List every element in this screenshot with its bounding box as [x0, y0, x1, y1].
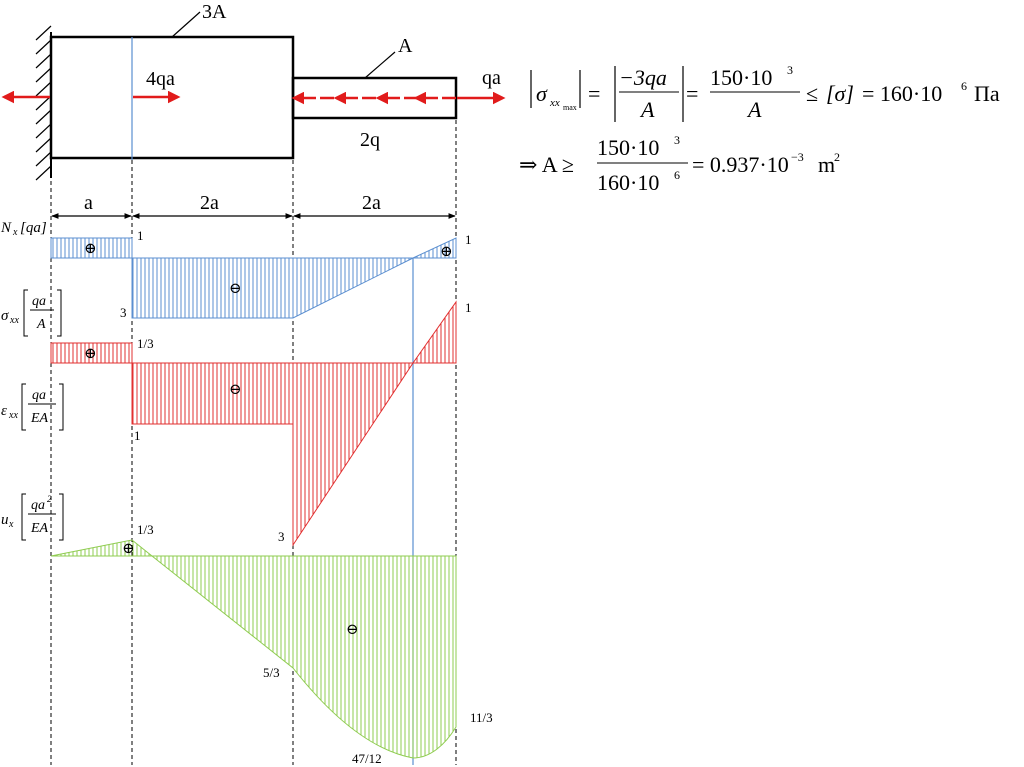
label-distributed-load: 2q [360, 129, 380, 151]
sigma-axis-sub: xx [9, 315, 19, 326]
f1-leq: ≤ [806, 81, 818, 106]
f1-value-exp: 6 [961, 79, 967, 93]
sigma-unit-den: A [36, 317, 46, 332]
f1-sub: xx [549, 97, 560, 109]
sigma-sign-minus: ⊖ [229, 382, 242, 398]
f2-unit-exp: 2 [834, 150, 840, 164]
f1-unit: Па [974, 81, 1000, 106]
fixed-wall-support [35, 25, 52, 181]
f1-bracket-sigma: [σ] [826, 81, 854, 106]
wall-hatch-line [35, 137, 52, 153]
f2-result-exp: −3 [791, 150, 804, 164]
nx-value-1-end: 1 [465, 232, 472, 247]
ux-value-5-3: 5/3 [263, 665, 280, 680]
wall-hatch-line [35, 67, 52, 83]
wall-hatch-line [35, 39, 52, 55]
f1-num-right: 150·10 [710, 65, 772, 90]
eps-unit-den: EA [30, 411, 49, 426]
f2-den: 160·10 [597, 170, 659, 195]
sigma-value-1-left: 1 [134, 428, 141, 443]
sigma-axis-label: σ [1, 308, 9, 324]
ux-axis-label: u [1, 512, 9, 528]
ux-value-1-3: 1/3 [137, 522, 154, 537]
sigma-value-1-right: 1 [465, 300, 472, 315]
wall-hatch-line [35, 25, 52, 41]
nx-positive-area-2 [412, 237, 457, 259]
diagram-strain-label: ε xx qa EA [1, 383, 64, 431]
eps-unit-num: qa [32, 388, 46, 403]
ux-axis-sub: x [8, 519, 14, 530]
sigma-positive-area-2 [412, 300, 457, 364]
sigma-value-1-3: 1/3 [137, 336, 154, 351]
f1-num-mid: −3qa [619, 65, 667, 90]
sigma-sign-plus: ⊕ [84, 346, 97, 362]
label-end-load: qa [482, 67, 501, 89]
wall-hatch-line [35, 53, 52, 69]
f1-den-mid: A [639, 97, 655, 122]
label-section-3a: 3A [202, 1, 227, 23]
ux-sign-plus: ⊕ [122, 541, 135, 557]
diagram-stress: σ xx qa A 1/3 1 3 1 ⊕ ⊖ [1, 289, 472, 547]
nx-unit: [qa] [20, 220, 47, 236]
dim-label-1: a [84, 192, 93, 214]
sigma-unit-num: qa [32, 294, 46, 309]
svg-text:=: = [686, 81, 698, 106]
f1-den-right: A [746, 97, 762, 122]
nx-axis-label: N [0, 220, 12, 236]
f1-sigma: σ [536, 81, 548, 106]
wall-hatch-line [35, 151, 52, 167]
wall-hatch-line [35, 165, 52, 181]
nx-value-3: 3 [120, 305, 127, 320]
wall-hatch-line [35, 123, 52, 139]
nx-value-1: 1 [137, 228, 144, 243]
dim-label-3: 2a [362, 192, 381, 214]
ux-value-47-12: 47/12 [352, 751, 382, 766]
sigma-negative-area [131, 362, 414, 547]
f2-num-exp: 3 [674, 133, 680, 147]
f1-num-right-exp: 3 [787, 63, 793, 77]
dim-label-2: 2a [200, 192, 219, 214]
sigma-value-3: 3 [278, 529, 285, 544]
f1-equals-value: = 160·10 [862, 81, 942, 106]
f2-unit: m [818, 152, 835, 177]
ux-positive-area [50, 539, 154, 557]
ux-sign-minus: ⊖ [346, 622, 359, 638]
f2-result: = 0.937·10 [692, 152, 789, 177]
svg-text:=: = [588, 81, 600, 106]
formula-area-result: ⇒ A ≥ 150·10 3 160·10 6 = 0.937·10 −3 m … [519, 133, 840, 195]
leader-line-a [364, 51, 396, 79]
label-section-a: A [398, 35, 413, 57]
label-point-load: 4qa [146, 68, 175, 90]
dimension-row: a 2a 2a [51, 192, 456, 219]
nx-axis-sub: x [12, 227, 18, 238]
ux-negative-area [150, 555, 457, 759]
nx-sign-minus: ⊖ [229, 281, 242, 297]
ux-unit-num-exp: 2 [47, 494, 52, 504]
nx-sign-plus-2: ⊕ [440, 244, 453, 260]
wall-hatch-line [35, 81, 52, 97]
nx-negative-area [131, 257, 414, 319]
f1-subsub: max [563, 103, 577, 112]
formula-stress-check: σ xx max = −3qa A = 150·10 3 A ≤ [σ] = 1… [530, 63, 1000, 122]
f2-implies: ⇒ A ≥ [519, 152, 574, 177]
diagram-axial-force: N x [qa] 1 3 1 ⊕ ⊖ ⊕ [0, 220, 472, 320]
nx-sign-plus-1: ⊕ [84, 241, 97, 257]
f2-num: 150·10 [597, 135, 659, 160]
wall-hatch-line [35, 109, 52, 125]
ux-value-11-3: 11/3 [470, 710, 493, 725]
f2-den-exp: 6 [674, 168, 680, 182]
diagram-displacement: u x qa 2 EA 1/3 5/3 47/12 11/3 ⊕ ⊖ [1, 493, 493, 766]
leader-line-3a [171, 11, 201, 38]
eps-axis-label: ε [1, 403, 7, 419]
wall-hatch-line [35, 95, 52, 111]
ux-unit-num: qa [31, 498, 45, 513]
ux-unit-den: EA [30, 521, 49, 536]
eps-axis-sub: xx [8, 410, 18, 421]
